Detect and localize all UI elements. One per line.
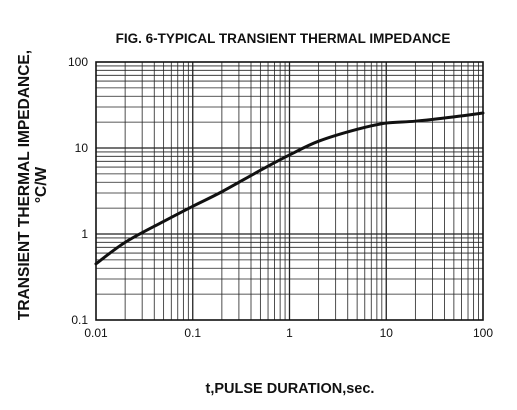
x-tick-label: 0.1 — [184, 326, 201, 340]
series-line — [94, 111, 485, 266]
series-group — [94, 111, 485, 266]
y-axis-label: TRANSIENT THERMAL IMPEDANCE, °C/W — [8, 40, 58, 330]
x-tick-label: 100 — [473, 326, 493, 340]
y-tick-labels: 0.1 1 10 100 — [68, 55, 88, 327]
y-tick-label: 0.1 — [71, 313, 88, 327]
x-tick-labels: 0.01 0.1 1 10 100 — [84, 326, 493, 340]
y-axis-label-line2: °C/W — [33, 166, 50, 204]
y-tick-label: 1 — [81, 227, 88, 241]
x-tick-label: 0.01 — [84, 326, 108, 340]
x-tick-label: 1 — [286, 326, 293, 340]
y-tick-label: 100 — [68, 55, 88, 69]
y-tick-label: 10 — [75, 141, 89, 155]
x-axis-label: t,PULSE DURATION,sec. — [206, 381, 375, 397]
grid — [96, 62, 483, 320]
x-tick-label: 10 — [380, 326, 394, 340]
y-axis-label-line1: TRANSIENT THERMAL IMPEDANCE, — [16, 49, 33, 321]
chart-title: FIG. 6-TYPICAL TRANSIENT THERMAL IMPEDAN… — [116, 31, 451, 46]
plot-frame — [95, 61, 484, 321]
